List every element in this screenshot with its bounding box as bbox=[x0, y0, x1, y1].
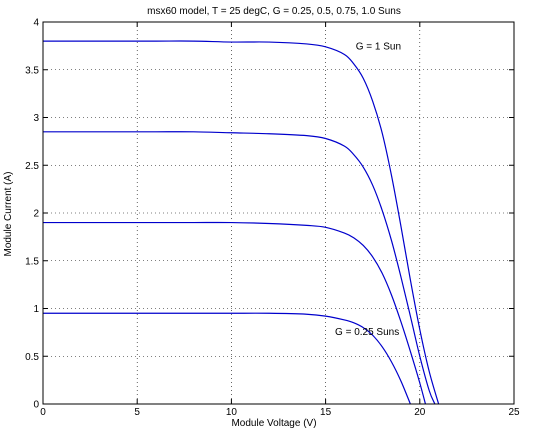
y-tick-label: 2 bbox=[33, 209, 39, 220]
x-axis-label: Module Voltage (V) bbox=[231, 418, 316, 428]
x-tick-label: 15 bbox=[320, 407, 332, 418]
y-tick-label: 0.5 bbox=[25, 352, 39, 363]
x-tick-label: 0 bbox=[40, 407, 46, 418]
y-tick-label: 0 bbox=[33, 400, 39, 411]
chart-title: msx60 model, T = 25 degC, G = 0.25, 0.5,… bbox=[147, 6, 401, 17]
series-line-4 bbox=[43, 312, 411, 405]
y-tick-label: 1 bbox=[33, 304, 39, 315]
annotation-g-1-sun: G = 1 Sun bbox=[356, 42, 401, 53]
series-line-3 bbox=[42, 221, 427, 405]
y-tick-label: 3 bbox=[33, 113, 39, 124]
annotation-g-025-suns: G = 0.25 Suns bbox=[335, 327, 399, 338]
grid-layer bbox=[43, 22, 514, 404]
y-tick-label: 4 bbox=[33, 18, 39, 29]
x-tick-label: 5 bbox=[134, 407, 140, 418]
y-tick-label: 2.5 bbox=[25, 161, 39, 172]
x-tick-label: 20 bbox=[414, 407, 426, 418]
series-line-2 bbox=[43, 131, 436, 405]
y-axis-label: Module Current (A) bbox=[3, 171, 14, 256]
series-line-1 bbox=[42, 40, 440, 405]
annotation-layer: G = 1 Sun G = 0.25 Suns bbox=[335, 42, 401, 339]
x-tick-label: 10 bbox=[226, 407, 238, 418]
y-tick-label: 3.5 bbox=[25, 65, 39, 76]
series-layer bbox=[42, 40, 440, 405]
y-tick-label: 1.5 bbox=[25, 256, 39, 267]
tick-layer: 0 5 10 15 20 25 0 0.5 1 1.5 2 2.5 3 3.5 4 bbox=[25, 18, 520, 419]
x-tick-label: 25 bbox=[508, 407, 520, 418]
